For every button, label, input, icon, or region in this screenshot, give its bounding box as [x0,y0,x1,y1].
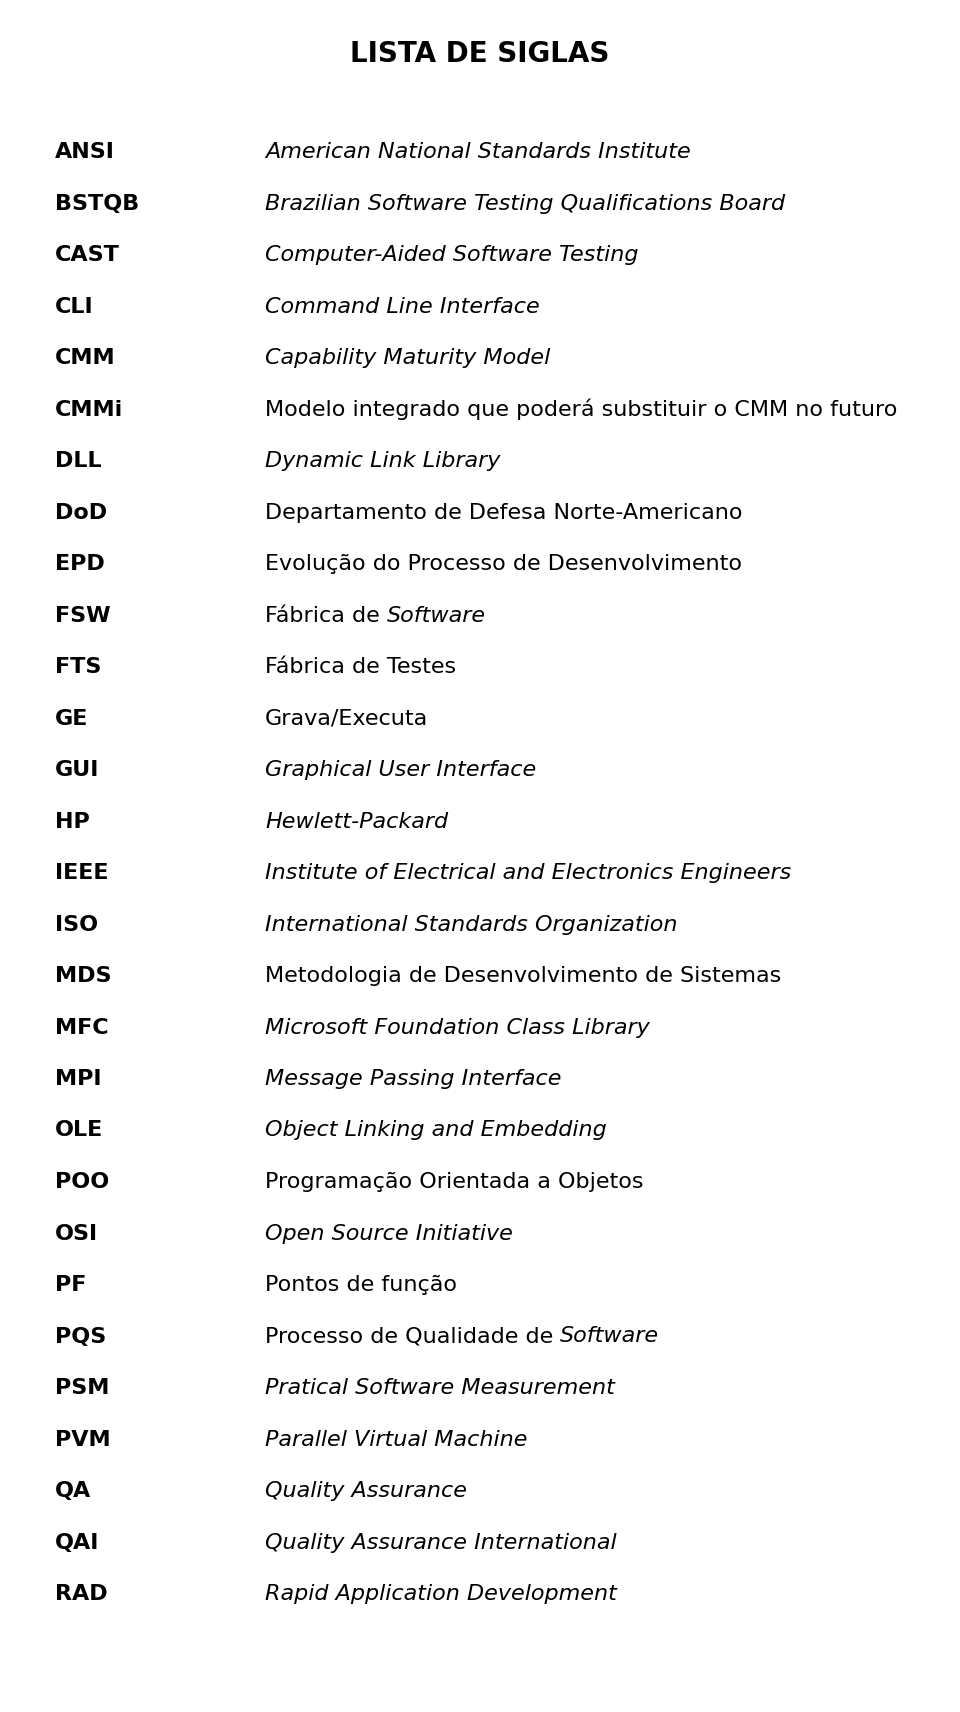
Text: OLE: OLE [55,1120,104,1140]
Text: Grava/Executa: Grava/Executa [265,709,428,729]
Text: DoD: DoD [55,503,108,522]
Text: QA: QA [55,1481,91,1501]
Text: Rapid Application Development: Rapid Application Development [265,1584,617,1604]
Text: Quality Assurance International: Quality Assurance International [265,1532,616,1553]
Text: PQS: PQS [55,1327,107,1347]
Text: HP: HP [55,811,89,832]
Text: Fábrica de: Fábrica de [265,606,387,625]
Text: Fábrica de Testes: Fábrica de Testes [265,657,456,676]
Text: Processo de Qualidade de: Processo de Qualidade de [265,1327,561,1347]
Text: Message Passing Interface: Message Passing Interface [265,1068,562,1089]
Text: BSTQB: BSTQB [55,193,139,214]
Text: ISO: ISO [55,914,98,935]
Text: FTS: FTS [55,657,102,676]
Text: Metodologia de Desenvolvimento de Sistemas: Metodologia de Desenvolvimento de Sistem… [265,966,781,986]
Text: CMM: CMM [55,348,115,368]
Text: MDS: MDS [55,966,111,986]
Text: RAD: RAD [55,1584,108,1604]
Text: ANSI: ANSI [55,142,115,163]
Text: Software: Software [561,1327,660,1347]
Text: Brazilian Software Testing Qualifications Board: Brazilian Software Testing Qualification… [265,193,785,214]
Text: Modelo integrado que poderá substituir o CMM no futuro: Modelo integrado que poderá substituir o… [265,399,898,419]
Text: PF: PF [55,1275,86,1294]
Text: Open Source Initiative: Open Source Initiative [265,1224,513,1243]
Text: Graphical User Interface: Graphical User Interface [265,760,537,781]
Text: Hewlett-Packard: Hewlett-Packard [265,811,448,832]
Text: Institute of Electrical and Electronics Engineers: Institute of Electrical and Electronics … [265,863,791,883]
Text: Dynamic Link Library: Dynamic Link Library [265,450,500,471]
Text: Parallel Virtual Machine: Parallel Virtual Machine [265,1430,527,1450]
Text: Departamento de Defesa Norte-Americano: Departamento de Defesa Norte-Americano [265,503,742,522]
Text: FSW: FSW [55,606,110,625]
Text: LISTA DE SIGLAS: LISTA DE SIGLAS [350,39,610,68]
Text: DLL: DLL [55,450,102,471]
Text: CMMi: CMMi [55,399,123,419]
Text: Quality Assurance: Quality Assurance [265,1481,467,1501]
Text: American National Standards Institute: American National Standards Institute [265,142,691,163]
Text: GE: GE [55,709,88,729]
Text: CLI: CLI [55,296,94,317]
Text: PVM: PVM [55,1430,110,1450]
Text: Microsoft Foundation Class Library: Microsoft Foundation Class Library [265,1017,650,1037]
Text: Pratical Software Measurement: Pratical Software Measurement [265,1378,614,1399]
Text: Software: Software [387,606,486,625]
Text: IEEE: IEEE [55,863,108,883]
Text: GUI: GUI [55,760,100,781]
Text: Computer-Aided Software Testing: Computer-Aided Software Testing [265,245,638,265]
Text: QAI: QAI [55,1532,100,1553]
Text: Command Line Interface: Command Line Interface [265,296,540,317]
Text: Object Linking and Embedding: Object Linking and Embedding [265,1120,607,1140]
Text: MPI: MPI [55,1068,102,1089]
Text: MFC: MFC [55,1017,108,1037]
Text: POO: POO [55,1173,109,1192]
Text: Programação Orientada a Objetos: Programação Orientada a Objetos [265,1173,643,1192]
Text: Evolução do Processo de Desenvolvimento: Evolução do Processo de Desenvolvimento [265,555,742,574]
Text: Pontos de função: Pontos de função [265,1275,457,1294]
Text: OSI: OSI [55,1224,98,1243]
Text: Capability Maturity Model: Capability Maturity Model [265,348,550,368]
Text: PSM: PSM [55,1378,109,1399]
Text: CAST: CAST [55,245,120,265]
Text: EPD: EPD [55,555,105,574]
Text: International Standards Organization: International Standards Organization [265,914,678,935]
